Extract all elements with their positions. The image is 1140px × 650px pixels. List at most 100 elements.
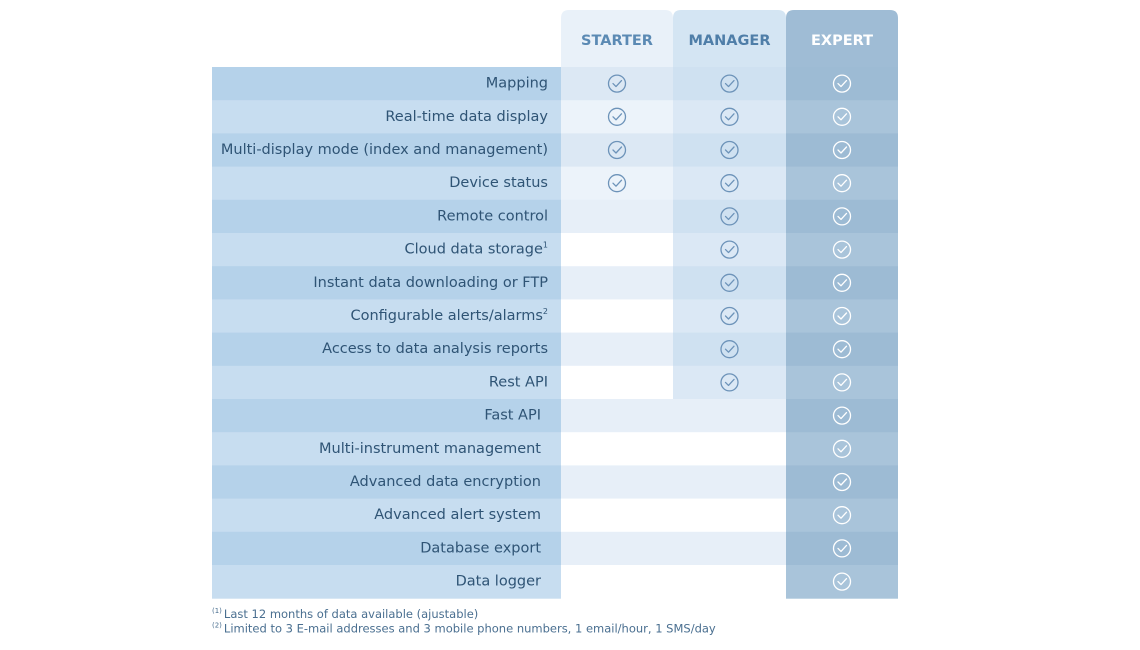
footnote-mark: (1) [212,607,222,615]
feature-name: Real-time data display [385,109,548,125]
check-icon [720,207,739,226]
feature-name: Device status [449,175,548,191]
check-tick [724,79,735,88]
plan-cell [561,498,673,533]
feature-name: Instant data downloading or FTP [313,275,548,291]
plan-cell [561,332,673,367]
plan-cell [561,67,673,101]
check-tick [837,79,848,88]
check-icon [720,273,739,292]
feature-name: Cloud data storage [405,242,543,258]
footnote: (2) Limited to 3 E-mail addresses and 3 m… [212,621,716,635]
check-icon [832,506,852,525]
feature-cell [212,133,561,168]
check-circle [832,107,852,126]
plan-cell [786,199,898,234]
feature-cell [212,67,561,101]
check-icon [832,373,852,392]
check-icon [832,472,852,492]
check-icon [832,240,852,259]
plan-cell [673,100,786,134]
check-tick [837,113,848,121]
check-tick [837,411,848,420]
check-circle [832,207,852,226]
feature-label: Data logger [456,574,541,590]
plan-cell [673,233,786,267]
check-circle [720,240,739,259]
feature-cell [212,100,561,134]
feature-name: Mapping [486,76,548,92]
check-tick [724,279,735,287]
check-tick [837,445,848,453]
column-header-bg [786,10,898,67]
feature-cell [212,565,561,599]
feature-cell [212,332,561,367]
plan-cell [786,432,898,466]
feature-name: Data logger [456,574,541,590]
plan-cell [673,399,786,433]
plan-cell [786,465,898,500]
feature-name: Multi-display mode (index and management… [221,142,548,158]
feature-name: Fast API [484,408,541,424]
check-circle [832,406,852,425]
check-icon [832,406,852,425]
check-circle [720,207,739,226]
feature-label: Rest API [489,374,548,390]
check-icon [832,140,852,160]
check-tick [837,345,848,353]
check-icon [832,572,852,591]
feature-label: Access to data analysis reports [322,341,548,357]
plan-cell [786,67,898,101]
check-icon [832,340,852,359]
feature-label: Advanced alert system [374,507,541,523]
check-icon [832,207,852,226]
check-circle [720,273,739,292]
check-circle [832,373,852,392]
column-header-bg [561,10,673,67]
check-icon [720,240,739,259]
footnote-text: Limited to 3 E-mail addresses and 3 mobi… [224,621,716,635]
feature-note: 1 [543,240,548,249]
check-circle [832,472,852,492]
check-circle [720,107,739,126]
plan-cell [561,233,673,267]
feature-name: Remote control [437,208,548,224]
check-tick [837,577,848,586]
check-icon [832,174,852,193]
plan-cell [673,365,786,400]
plan-cell [673,432,786,466]
check-tick [612,179,623,187]
plan-cell [786,498,898,533]
check-tick [612,146,623,154]
check-circle [607,107,627,126]
check-circle [832,506,852,525]
feature-cell [212,365,561,400]
check-tick [724,345,735,353]
plan-cell [561,199,673,234]
check-icon [607,174,627,193]
plan-cell [673,465,786,500]
feature-label: Multi-instrument management [319,441,541,457]
check-circle [832,140,852,160]
feature-cell [212,299,561,334]
check-tick [837,279,848,287]
check-tick [837,245,848,254]
plan-cell [786,565,898,599]
plan-cell [786,266,898,300]
plan-cell [561,166,673,201]
check-icon [832,107,852,126]
check-icon [720,373,739,392]
check-tick [724,146,735,154]
check-circle [720,174,739,193]
plan-cell [786,233,898,267]
feature-cell [212,166,561,201]
feature-name: Database export [420,540,541,556]
column-header-bg [673,10,786,67]
check-circle [832,174,852,193]
plan-cell [561,299,673,334]
check-circle [832,572,852,591]
check-tick [724,245,735,254]
check-icon [832,74,852,93]
check-circle [607,74,627,93]
check-icon [720,174,739,193]
